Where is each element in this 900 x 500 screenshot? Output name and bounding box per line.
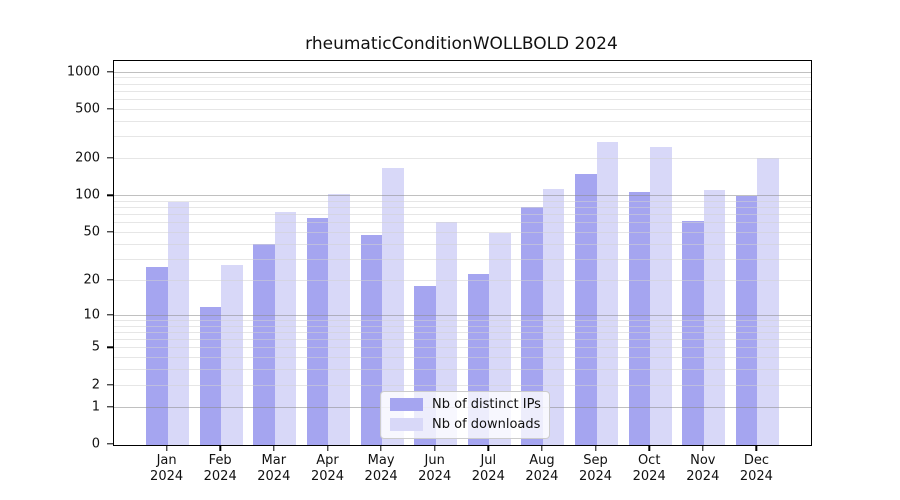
x-tick-mark <box>487 445 489 451</box>
y-tick-mark <box>107 157 113 159</box>
x-tick-mark <box>326 445 329 451</box>
x-tick-mark <box>594 445 597 451</box>
x-tick-label-jul: Jul 2024 <box>471 453 505 484</box>
bar-downloads-nov <box>703 190 726 445</box>
y-tick-label: 2 <box>91 377 100 393</box>
bar-downloads-aug <box>542 188 565 445</box>
x-tick-label-sep: Sep 2024 <box>578 453 613 484</box>
y-tick-mark <box>107 194 113 196</box>
x-tick-label-may: May 2024 <box>364 453 398 484</box>
y-axis: 0 1 2 5 10 20 50 100 200 500 1000 <box>0 60 113 452</box>
bar-distinct-ips-dec <box>735 196 758 445</box>
y-tick-label: 10 <box>83 307 100 323</box>
bar-distinct-ips-nov <box>682 220 704 445</box>
x-tick-mark <box>648 445 650 451</box>
bar-distinct-ips-may <box>360 235 383 445</box>
x-tick-label-aug: Aug 2024 <box>525 453 559 484</box>
bar-downloads-dec <box>757 157 779 445</box>
chart-title: rheumaticConditionWOLLBOLD 2024 <box>305 34 618 54</box>
x-tick-mark <box>433 445 436 451</box>
y-tick-label: 5 <box>91 339 100 355</box>
x-tick-mark <box>755 445 758 451</box>
y-tick-label: 500 <box>75 101 100 117</box>
bar-downloads-feb <box>221 265 243 445</box>
bar-downloads-mar <box>274 211 297 445</box>
bar-downloads-jan <box>167 201 190 445</box>
y-tick-label: 200 <box>75 150 100 166</box>
y-tick-label: 1000 <box>66 64 100 80</box>
y-tick-mark <box>107 231 113 233</box>
bar-downloads-may <box>382 167 404 445</box>
y-tick-label: 1 <box>91 399 100 415</box>
y-tick-label: 50 <box>83 224 100 240</box>
y-tick-mark <box>107 384 113 386</box>
x-tick-mark <box>165 445 168 451</box>
legend-label-distinct-ips: Nb of distinct IPs <box>432 397 541 412</box>
legend-swatch-downloads-icon <box>390 418 423 431</box>
x-tick-label-jun: Jun 2024 <box>418 453 452 484</box>
y-tick-mark <box>107 405 113 408</box>
y-tick-mark <box>107 346 113 349</box>
y-tick-label: 100 <box>75 187 100 203</box>
y-tick-label: 20 <box>83 272 100 288</box>
bar-downloads-jun <box>435 221 458 445</box>
legend-item-distinct-ips: Nb of distinct IPs <box>390 397 541 412</box>
x-axis: Jan 2024 Feb 2024 Mar 2024 Apr 2024 May 2024 Jun 20… <box>113 445 810 495</box>
bar-downloads-sep <box>596 142 619 445</box>
legend-item-downloads: Nb of downloads <box>390 417 540 432</box>
x-tick-mark <box>273 445 275 451</box>
x-tick-label-jan: Jan 2024 <box>150 453 184 484</box>
y-tick-mark <box>107 313 113 316</box>
bar-distinct-ips-sep <box>575 173 597 445</box>
y-tick-mark <box>107 108 113 110</box>
x-tick-label-nov: Nov 2024 <box>686 453 720 484</box>
x-tick-mark <box>541 445 543 451</box>
x-tick-label-oct: Oct 2024 <box>632 453 666 484</box>
bar-distinct-ips-apr <box>306 218 329 445</box>
plot-area <box>113 60 812 446</box>
x-tick-label-apr: Apr 2024 <box>310 453 345 484</box>
bar-downloads-apr <box>328 193 350 445</box>
y-tick-mark <box>107 443 113 445</box>
bar-distinct-ips-oct <box>628 192 651 445</box>
bar-distinct-ips-feb <box>199 306 222 445</box>
x-tick-label-dec: Dec 2024 <box>739 453 773 484</box>
y-tick-mark <box>107 70 113 73</box>
legend-label-downloads: Nb of downloads <box>432 417 541 432</box>
x-tick-mark <box>380 445 382 451</box>
x-tick-mark <box>219 445 221 451</box>
x-tick-label-feb: Feb 2024 <box>203 453 237 484</box>
bar-distinct-ips-mar <box>253 243 275 445</box>
y-tick-label: 0 <box>91 436 100 452</box>
bars-layer <box>114 61 811 445</box>
bar-distinct-ips-jan <box>146 267 168 445</box>
legend-swatch-distinct-ips-icon <box>390 398 423 411</box>
legend: Nb of distinct IPs Nb of downloads <box>380 391 550 439</box>
x-tick-mark <box>702 445 704 451</box>
x-tick-label-mar: Mar 2024 <box>257 453 291 484</box>
y-tick-mark <box>107 279 113 281</box>
bar-downloads-oct <box>650 147 672 445</box>
